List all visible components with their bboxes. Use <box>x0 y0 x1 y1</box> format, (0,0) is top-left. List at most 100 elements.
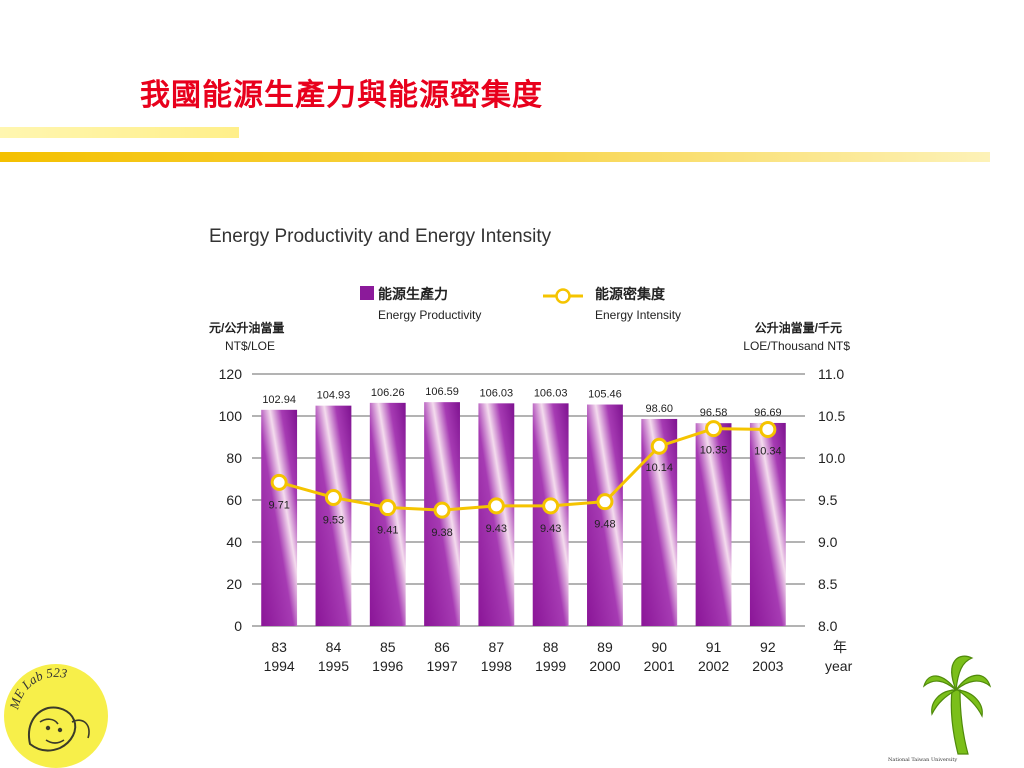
slide-title: 我國能源生產力與能源密集度 <box>140 78 543 113</box>
x-tick-label-roc: 92 <box>760 639 776 655</box>
right-tick-label: 8.0 <box>818 618 838 634</box>
productivity-value-label: 102.94 <box>262 394 296 406</box>
left-tick-label: 80 <box>226 450 242 466</box>
legend-line-label-cn: 能源密集度 <box>595 286 666 302</box>
x-tick-label-roc: 89 <box>597 639 613 655</box>
x-tick-label-year: 2000 <box>589 658 620 674</box>
x-tick-label-roc: 87 <box>489 639 505 655</box>
legend-bar-label-cn: 能源生產力 <box>378 286 448 302</box>
right-tick-label: 10.0 <box>818 450 845 466</box>
x-tick-label-year: 1994 <box>264 658 295 674</box>
right-tick-label: 11.0 <box>818 366 844 382</box>
productivity-value-label: 96.58 <box>700 407 728 419</box>
intensity-marker <box>270 473 288 491</box>
intensity-marker <box>379 499 397 517</box>
header-divider-stripe <box>0 152 990 162</box>
intensity-marker <box>759 420 777 438</box>
left-tick-label: 60 <box>226 492 242 508</box>
productivity-bar <box>261 409 298 626</box>
x-axis-unit-cn: 年 <box>833 639 847 655</box>
left-axis-unit-en: NT$/LOE <box>225 339 275 353</box>
title-accent-stripe <box>0 127 239 138</box>
intensity-line-path <box>278 427 768 512</box>
left-tick-label: 120 <box>219 366 243 382</box>
intensity-value-label: 9.38 <box>431 527 452 539</box>
productivity-bar <box>587 404 623 626</box>
x-tick-label-year: 1996 <box>372 658 403 674</box>
legend: 能源生產力 Energy Productivity 能源密集度 Energy I… <box>360 286 681 322</box>
x-tick-label-roc: 88 <box>543 639 559 655</box>
right-axis-unit-en: LOE/Thousand NT$ <box>743 339 850 353</box>
x-tick-label-year: 1999 <box>535 658 566 674</box>
right-axis-ticks: 8.0 8.5 9.0 9.5 10.0 10.5 11.0 <box>818 366 845 634</box>
productivity-value-label: 105.46 <box>588 389 622 401</box>
productivity-value-label: 106.03 <box>480 387 514 399</box>
legend-line-label-en: Energy Intensity <box>595 308 681 322</box>
ntu-palm-logo <box>922 655 992 755</box>
productivity-value-label: 106.59 <box>425 386 459 398</box>
intensity-value-label: 9.71 <box>268 499 289 511</box>
left-tick-label: 40 <box>226 534 242 550</box>
intensity-value-label: 10.34 <box>754 445 782 457</box>
university-name: National Taiwan University <box>888 757 958 763</box>
x-tick-label-year: 1998 <box>481 658 512 674</box>
intensity-value-label: 9.43 <box>540 523 561 535</box>
x-tick-label-year: 1997 <box>426 658 457 674</box>
right-tick-label: 10.5 <box>818 408 845 424</box>
chart-title: Energy Productivity and Energy Intensity <box>209 226 552 247</box>
x-tick-label-year: 1995 <box>318 658 349 674</box>
legend-line-marker <box>555 288 571 304</box>
intensity-labels: 9.71 9.53 9.41 9.38 9.43 9.43 9.48 10.14 10.35 10… <box>268 445 781 539</box>
left-axis-ticks: 0 20 40 60 80 100 120 <box>219 366 243 634</box>
legend-bar-label-en: Energy Productivity <box>378 308 481 322</box>
energy-chart: Energy Productivity and Energy Intensity… <box>209 226 853 674</box>
right-tick-label: 9.0 <box>818 534 838 550</box>
intensity-marker <box>705 420 723 438</box>
intensity-value-label: 10.14 <box>645 462 673 474</box>
x-tick-label-roc: 86 <box>434 639 450 655</box>
productivity-labels: 102.94 104.93 106.26 106.59 106.03 106.03 105.… <box>262 386 781 419</box>
right-tick-label: 8.5 <box>818 576 838 592</box>
right-axis-unit-cn: 公升油當量/千元 <box>755 320 842 335</box>
x-tick-label-roc: 90 <box>651 639 667 655</box>
legend-bar-swatch <box>360 286 374 300</box>
left-tick-label: 100 <box>219 408 243 424</box>
intensity-value-label: 9.41 <box>377 525 398 537</box>
x-axis-unit-en: year <box>825 658 853 674</box>
intensity-marker <box>487 497 505 515</box>
x-tick-label-roc: 84 <box>326 639 342 655</box>
x-tick-label-roc: 83 <box>271 639 287 655</box>
intensity-marker <box>542 497 560 515</box>
left-tick-label: 0 <box>234 618 242 634</box>
x-tick-label-year: 2003 <box>752 658 783 674</box>
productivity-value-label: 96.69 <box>754 407 782 419</box>
productivity-bar <box>532 403 569 626</box>
intensity-line <box>270 420 777 519</box>
x-axis-ticks: 83 1994 84 1995 85 1996 86 1997 87 1998 88 1999 89 20… <box>264 639 784 674</box>
intensity-marker <box>433 501 451 519</box>
x-tick-label-year: 2002 <box>698 658 729 674</box>
productivity-value-label: 106.03 <box>534 387 568 399</box>
right-tick-label: 9.5 <box>818 492 838 508</box>
intensity-value-label: 9.43 <box>486 523 507 535</box>
x-tick-label-year: 2001 <box>644 658 675 674</box>
x-tick-label-roc: 85 <box>380 639 396 655</box>
x-tick-label-roc: 91 <box>706 639 722 655</box>
intensity-value-label: 9.53 <box>323 514 344 526</box>
left-axis-unit-cn: 元/公升油當量 <box>209 320 284 335</box>
intensity-marker <box>650 437 668 455</box>
productivity-bar <box>749 422 786 626</box>
left-tick-label: 20 <box>226 576 242 592</box>
productivity-bars <box>261 402 786 626</box>
productivity-value-label: 98.60 <box>645 403 673 415</box>
intensity-marker <box>596 493 614 511</box>
productivity-bar <box>315 405 352 626</box>
melab-logo: ME Lab 523 <box>4 664 108 768</box>
intensity-value-label: 9.48 <box>594 519 615 531</box>
intensity-value-label: 10.35 <box>700 445 728 457</box>
productivity-bar <box>695 423 732 626</box>
intensity-marker <box>324 488 342 506</box>
productivity-value-label: 104.93 <box>317 390 351 402</box>
productivity-value-label: 106.26 <box>371 387 405 399</box>
productivity-bar <box>478 403 515 626</box>
